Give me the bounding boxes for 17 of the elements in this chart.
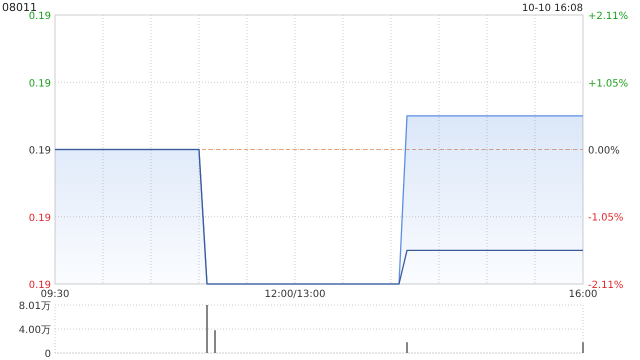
y-tick-label: 4.00万 [18,325,51,336]
y2-tick-label: -2.11% [588,280,624,291]
y-tick-label: 0.19 [28,78,51,90]
x-tick-label: 12:00/13:00 [264,289,326,300]
x-tick-label: 09:30 [40,289,70,300]
y-tick-label: 0.19 [28,11,51,22]
text: 10-10 16:08 [522,3,583,14]
y-tick-label: 0 [44,349,51,360]
y-tick-label: 0.19 [28,212,51,224]
y-tick-label: 8.01万 [18,301,51,312]
x-tick-label: 16:00 [568,289,598,300]
y2-tick-label: +1.05% [588,78,628,90]
y2-tick-label: -1.05% [588,212,624,224]
y2-tick-label: +2.11% [588,11,628,22]
y-tick-label: 0.19 [28,146,51,156]
y2-tick-label: 0.00% [588,146,620,156]
y-tick-label: 0.19 [28,280,51,291]
